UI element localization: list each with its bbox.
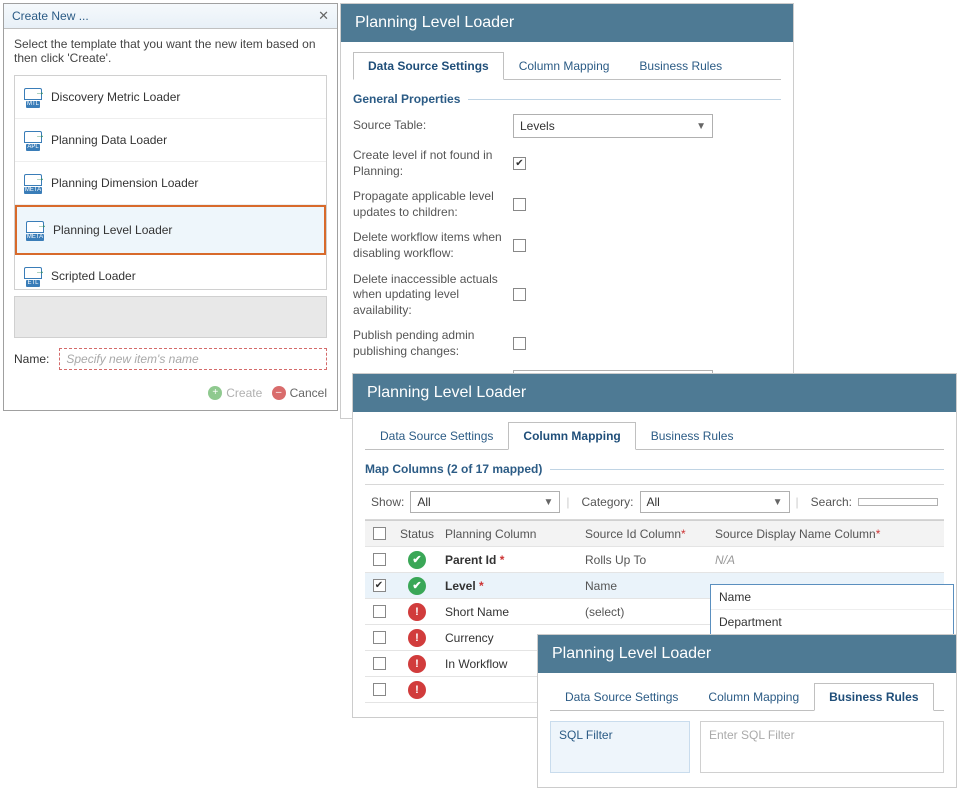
chevron-down-icon: ▼	[773, 497, 783, 508]
dialog-instruction: Select the template that you want the ne…	[14, 37, 327, 65]
create-new-dialog: Create New ... ✕ Select the template tha…	[3, 3, 338, 411]
delete-workflow-checkbox[interactable]	[513, 239, 526, 252]
create-level-checkbox[interactable]: ✔	[513, 157, 526, 170]
loader-icon: ETL	[23, 265, 43, 287]
propagate-checkbox[interactable]	[513, 198, 526, 211]
loader-icon: APL	[23, 129, 43, 151]
tab-business-rules[interactable]: Business Rules	[636, 422, 749, 450]
dropdown-option[interactable]: Department	[711, 610, 953, 635]
publish-label: Publish pending admin publishing changes…	[353, 328, 513, 359]
loader-icon: META	[25, 219, 45, 241]
template-item[interactable]: MTL Discovery Metric Loader	[15, 76, 326, 119]
tab-business-rules[interactable]: Business Rules	[624, 52, 737, 80]
tabs: Data Source Settings Column Mapping Busi…	[550, 683, 944, 711]
section-map-columns: Map Columns (2 of 17 mapped)	[365, 462, 944, 476]
panel-title: Planning Level Loader	[341, 4, 793, 42]
grid-header: Status Planning Column Source Id Column*…	[365, 521, 944, 547]
delete-workflow-label: Delete workflow items when disabling wor…	[353, 230, 513, 261]
row-checkbox[interactable]	[373, 683, 386, 696]
template-label: Planning Level Loader	[53, 223, 172, 237]
panel-business-rules: Planning Level Loader Data Source Settin…	[537, 634, 957, 788]
tabs: Data Source Settings Column Mapping Busi…	[353, 52, 781, 80]
name-input[interactable]: Specify new item's name	[59, 348, 327, 370]
row-checkbox[interactable]	[373, 553, 386, 566]
template-list[interactable]: MTL Discovery Metric Loader APL Planning…	[14, 75, 327, 290]
source-id-cell: Rolls Up To	[581, 553, 711, 567]
name-label: Name:	[14, 352, 49, 366]
delete-inaccessible-checkbox[interactable]	[513, 288, 526, 301]
row-checkbox[interactable]	[373, 657, 386, 670]
chevron-down-icon: ▼	[696, 121, 706, 132]
dropdown-option[interactable]: Name	[711, 585, 953, 610]
col-planning: Planning Column	[441, 527, 581, 541]
show-label: Show:	[371, 495, 404, 509]
table-row[interactable]: ✔ Parent Id * Rolls Up To N/A	[365, 547, 944, 573]
source-table-label: Source Table:	[353, 118, 513, 134]
toolbar: Show: All▼ | Category: All▼ | Search:	[365, 484, 944, 520]
show-select[interactable]: All▼	[410, 491, 560, 513]
row-checkbox[interactable]	[373, 631, 386, 644]
category-select[interactable]: All▼	[640, 491, 790, 513]
row-checkbox[interactable]: ✔	[373, 579, 386, 592]
col-source-display: Source Display Name Column*	[711, 527, 944, 541]
template-label: Planning Data Loader	[51, 133, 167, 147]
source-id-cell: Name	[581, 579, 711, 593]
status-error-icon: !	[408, 655, 426, 673]
search-label: Search:	[811, 495, 852, 509]
source-table-select[interactable]: Levels▼	[513, 114, 713, 138]
section-general-properties: General Properties	[353, 92, 781, 106]
template-label: Scripted Loader	[51, 269, 136, 283]
cancel-button[interactable]: –Cancel	[272, 386, 327, 400]
search-input[interactable]	[858, 498, 938, 506]
template-item[interactable]: ETL Scripted Loader	[15, 255, 326, 290]
loader-icon: MTL	[23, 86, 43, 108]
preview-placeholder	[14, 296, 327, 338]
chevron-down-icon: ▼	[543, 497, 553, 508]
sql-filter-input[interactable]: Enter SQL Filter	[700, 721, 944, 773]
select-all-checkbox[interactable]	[373, 527, 386, 540]
template-label: Discovery Metric Loader	[51, 90, 180, 104]
tab-data-source-settings[interactable]: Data Source Settings	[550, 683, 693, 711]
tab-data-source-settings[interactable]: Data Source Settings	[365, 422, 508, 450]
planning-col-cell: Level *	[441, 579, 581, 593]
col-status: Status	[393, 527, 441, 541]
source-id-cell: (select)	[581, 605, 711, 619]
tab-column-mapping[interactable]: Column Mapping	[693, 683, 814, 711]
loader-icon: META	[23, 172, 43, 194]
tab-column-mapping[interactable]: Column Mapping	[504, 52, 625, 80]
template-label: Planning Dimension Loader	[51, 176, 198, 190]
template-item[interactable]: META Planning Dimension Loader	[15, 162, 326, 205]
propagate-label: Propagate applicable level updates to ch…	[353, 189, 513, 220]
dialog-title: Create New ...	[12, 9, 89, 23]
tab-data-source-settings[interactable]: Data Source Settings	[353, 52, 504, 80]
dialog-header: Create New ... ✕	[4, 4, 337, 29]
tabs: Data Source Settings Column Mapping Busi…	[365, 422, 944, 450]
minus-icon: –	[272, 386, 286, 400]
panel-title: Planning Level Loader	[353, 374, 956, 412]
delete-inaccessible-label: Delete inaccessible actuals when updatin…	[353, 272, 513, 319]
panel-data-source-settings: Planning Level Loader Data Source Settin…	[340, 3, 794, 419]
template-item-selected[interactable]: META Planning Level Loader	[15, 205, 326, 255]
template-item[interactable]: APL Planning Data Loader	[15, 119, 326, 162]
tab-business-rules[interactable]: Business Rules	[814, 683, 933, 711]
panel-title: Planning Level Loader	[538, 635, 956, 673]
status-error-icon: !	[408, 629, 426, 647]
planning-col-cell: Short Name	[441, 605, 581, 619]
source-display-cell: N/A	[711, 553, 944, 567]
create-level-label: Create level if not found in Planning:	[353, 148, 513, 179]
plus-icon: +	[208, 386, 222, 400]
create-button[interactable]: +Create	[208, 386, 262, 400]
status-error-icon: !	[408, 603, 426, 621]
sql-filter-label: SQL Filter	[550, 721, 690, 773]
row-checkbox[interactable]	[373, 605, 386, 618]
tab-column-mapping[interactable]: Column Mapping	[508, 422, 635, 450]
status-ok-icon: ✔	[408, 577, 426, 595]
close-icon[interactable]: ✕	[318, 8, 329, 24]
publish-checkbox[interactable]	[513, 337, 526, 350]
planning-col-cell: Parent Id *	[441, 553, 581, 567]
category-label: Category:	[581, 495, 633, 509]
status-error-icon: !	[408, 681, 426, 699]
status-ok-icon: ✔	[408, 551, 426, 569]
col-source-id: Source Id Column*	[581, 527, 711, 541]
